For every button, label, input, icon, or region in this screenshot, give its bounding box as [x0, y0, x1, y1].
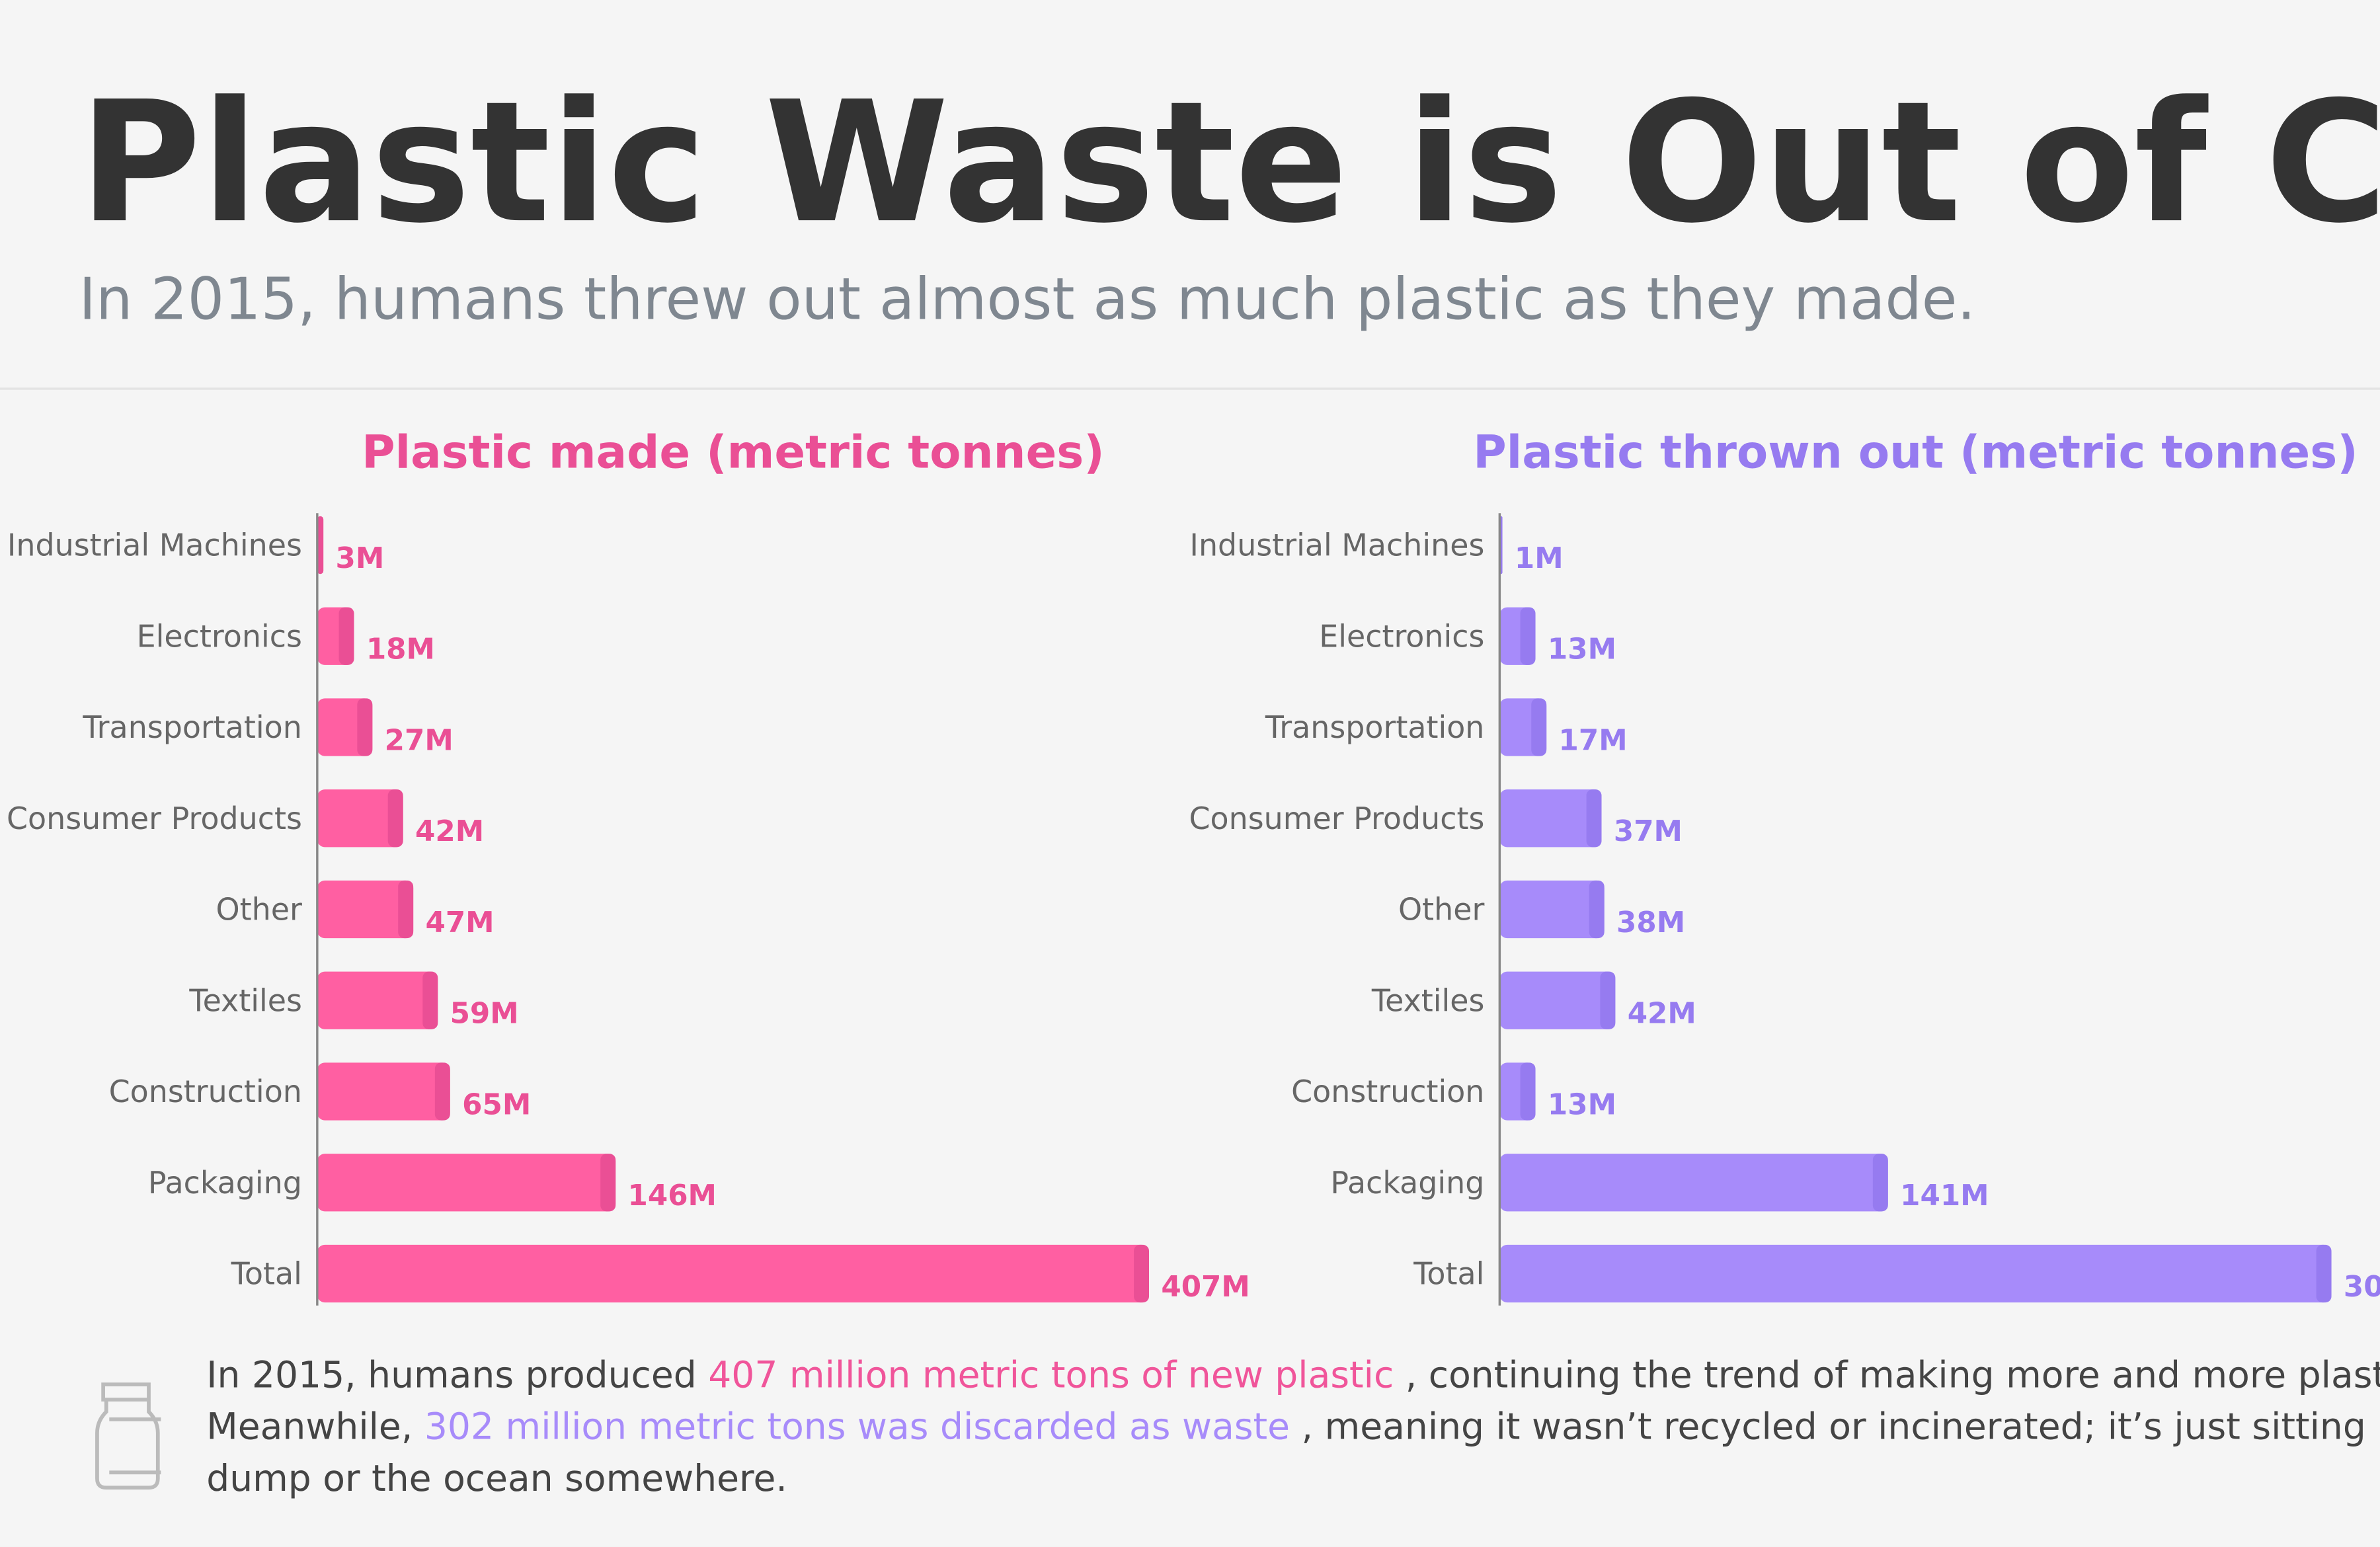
bar — [1499, 971, 1616, 1029]
category-label: Industrial Machines — [1189, 528, 1484, 563]
bar-cap — [422, 971, 438, 1029]
value-label: 37M — [1614, 815, 1683, 848]
value-label: 59M — [450, 998, 519, 1031]
category-label: Textiles — [188, 982, 302, 1018]
value-label: 17M — [1559, 724, 1628, 757]
category-label: Transportation — [1265, 709, 1484, 745]
bar-cap — [1531, 698, 1547, 756]
category-label: Total — [231, 1256, 302, 1292]
bar-cap — [1134, 1244, 1150, 1303]
value-label: 47M — [426, 906, 495, 939]
category-label: Industrial Machines — [7, 528, 302, 563]
value-label: 18M — [366, 633, 435, 666]
bar-cap — [1520, 607, 1536, 665]
value-label: 1M — [1515, 542, 1564, 575]
value-label: 407M — [1161, 1271, 1250, 1304]
value-label: 42M — [1628, 998, 1696, 1031]
page-subtitle: In 2015, humans threw out almost as much… — [79, 265, 1975, 333]
value-label: 38M — [1616, 906, 1685, 939]
category-label: Textiles — [1371, 982, 1485, 1018]
bar — [317, 971, 438, 1029]
value-label: 13M — [1548, 633, 1616, 666]
value-label: 13M — [1548, 1088, 1616, 1121]
bar — [1499, 1154, 1888, 1212]
note-line: Meanwhile, 302 million metric tons was d… — [206, 1406, 2380, 1448]
bar — [1499, 789, 1602, 848]
note-text: In 2015, humans produced — [206, 1354, 708, 1396]
category-label: Construction — [1291, 1074, 1484, 1109]
value-label: 141M — [1900, 1179, 1989, 1212]
value-label: 146M — [628, 1179, 717, 1212]
category-label: Total — [1413, 1256, 1484, 1292]
bar — [317, 1062, 450, 1121]
note-text: , continuing the trend of making more an… — [1394, 1354, 2380, 1396]
category-label: Construction — [109, 1074, 302, 1109]
bar-cap — [1586, 789, 1602, 848]
bar-cap — [2316, 1244, 2332, 1303]
category-label: Other — [216, 892, 302, 928]
bar — [1499, 880, 1605, 939]
value-label: 3M — [335, 542, 384, 575]
value-label: 65M — [462, 1088, 531, 1121]
category-label: Other — [1398, 892, 1484, 928]
value-label: 42M — [415, 815, 484, 848]
note-text: Meanwhile, — [206, 1406, 424, 1448]
category-label: Packaging — [148, 1165, 302, 1201]
category-label: Packaging — [1330, 1165, 1484, 1201]
note-line: dump or the ocean somewhere. — [206, 1457, 787, 1499]
category-label: Transportation — [82, 709, 301, 745]
bar-cap — [357, 698, 373, 756]
bar — [317, 880, 414, 939]
note-highlight: 407 million metric tons of new plastic — [708, 1354, 1394, 1396]
category-label: Electronics — [137, 618, 302, 654]
chart-title: Plastic thrown out (metric tonnes) — [1473, 426, 2358, 479]
bar-cap — [1589, 880, 1605, 939]
note-text: , meaning it wasn’t recycled or incinera… — [1290, 1406, 2380, 1448]
value-label: 27M — [385, 724, 454, 757]
page-title: Plastic Waste is Out of Control — [79, 65, 2380, 260]
category-label: Consumer Products — [1189, 801, 1485, 836]
bar-cap — [1520, 1062, 1536, 1121]
note-text: dump or the ocean somewhere. — [206, 1457, 787, 1499]
bar-cap — [338, 607, 354, 665]
bar-cap — [398, 880, 414, 939]
bar — [1499, 1244, 2332, 1303]
bar-cap — [600, 1154, 616, 1212]
category-label: Consumer Products — [7, 801, 302, 836]
value-label: 302M — [2344, 1271, 2380, 1304]
note-line: In 2015, humans produced 407 million met… — [206, 1354, 2380, 1396]
bar-cap — [387, 789, 403, 848]
bar-cap — [1600, 971, 1616, 1029]
note-highlight: 302 million metric tons was discarded as… — [424, 1406, 1290, 1448]
category-label: Electronics — [1319, 618, 1484, 654]
chart-title: Plastic made (metric tonnes) — [362, 426, 1105, 479]
bar — [317, 1154, 616, 1212]
bar-cap — [317, 516, 324, 575]
bar-cap — [434, 1062, 450, 1121]
bottle-icon — [95, 1382, 161, 1490]
bar — [317, 1244, 1150, 1303]
bar-cap — [1872, 1154, 1888, 1212]
bar — [317, 789, 403, 848]
